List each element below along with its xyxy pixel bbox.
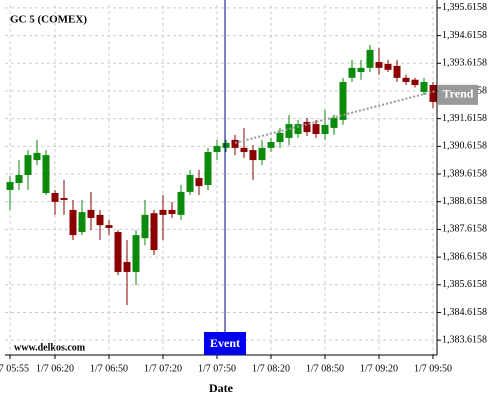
trend-label: Trend bbox=[443, 87, 474, 101]
y-tick-label: 1,391.6158 bbox=[442, 113, 487, 124]
y-tick-label: 1,393.6158 bbox=[442, 58, 487, 69]
candle-body bbox=[330, 117, 338, 128]
candle-body bbox=[186, 175, 194, 192]
candle-body bbox=[357, 67, 365, 73]
candle-body bbox=[96, 214, 104, 226]
candle-body bbox=[213, 145, 221, 153]
candle-body bbox=[15, 175, 23, 184]
x-tick-label: 1/7 05:55 bbox=[0, 363, 29, 374]
x-tick-label: 1/7 08:50 bbox=[306, 363, 344, 374]
watermark: www.delkos.com bbox=[14, 342, 86, 353]
candle-body bbox=[60, 197, 68, 200]
candle-body bbox=[303, 121, 311, 133]
candle-body bbox=[168, 209, 176, 215]
y-tick-label: 1,389.6158 bbox=[442, 168, 487, 179]
candle-body bbox=[339, 81, 347, 120]
candle-body bbox=[33, 152, 41, 161]
y-tick-label: 1,383.6158 bbox=[442, 334, 487, 345]
candle-body bbox=[366, 49, 374, 68]
candle-body bbox=[312, 124, 320, 135]
y-tick-label: 1,386.6158 bbox=[442, 251, 487, 262]
candle-body bbox=[123, 261, 131, 272]
candle-body bbox=[393, 65, 401, 78]
event-label-box bbox=[204, 332, 246, 355]
x-tick-label: 1/7 09:20 bbox=[360, 363, 398, 374]
candle-body bbox=[42, 155, 50, 194]
candle-body bbox=[231, 139, 239, 148]
candle-body bbox=[204, 152, 212, 185]
candle-body bbox=[321, 124, 329, 135]
candle-body bbox=[195, 178, 203, 187]
candle-body bbox=[87, 209, 95, 218]
candle-body bbox=[78, 212, 86, 233]
trend-line bbox=[234, 89, 437, 144]
y-tick-label: 1,395.6158 bbox=[442, 2, 487, 13]
x-tick-label: 1/7 06:20 bbox=[36, 363, 74, 374]
event-label: Event bbox=[210, 336, 240, 350]
candle-body bbox=[375, 62, 383, 68]
candle-body bbox=[249, 150, 257, 161]
candle-body bbox=[132, 235, 140, 272]
candle-body bbox=[240, 147, 248, 153]
x-tick-label: 1/7 07:50 bbox=[198, 363, 236, 374]
candle-body bbox=[429, 85, 437, 102]
candle-body bbox=[348, 67, 356, 78]
x-tick-label: 1/7 08:20 bbox=[252, 363, 290, 374]
y-tick-label: 1,390.6158 bbox=[442, 141, 487, 152]
candle-body bbox=[114, 232, 122, 272]
candle-body bbox=[24, 155, 32, 176]
y-tick-label: 1,394.6158 bbox=[442, 30, 487, 41]
x-axis-title: Date bbox=[209, 381, 234, 395]
candle-body bbox=[420, 81, 428, 92]
x-tick-label: 1/7 06:50 bbox=[90, 363, 128, 374]
trend-label-box bbox=[438, 84, 478, 105]
candle-body bbox=[150, 213, 158, 251]
y-tick-label: 1,385.6158 bbox=[442, 279, 487, 290]
candle-body bbox=[402, 77, 410, 82]
candle-body bbox=[294, 124, 302, 135]
y-tick-label: 1,384.6158 bbox=[442, 307, 487, 318]
candle-body bbox=[276, 132, 284, 143]
chart-title: GC 5 (COMEX) bbox=[10, 14, 87, 26]
y-tick-label: 1,388.6158 bbox=[442, 196, 487, 207]
candle-body bbox=[69, 209, 77, 236]
candle-body bbox=[177, 191, 185, 215]
candle-body bbox=[222, 142, 230, 148]
candle-body bbox=[105, 225, 113, 228]
candle-body bbox=[285, 124, 293, 138]
x-tick-label: 1/7 07:20 bbox=[144, 363, 182, 374]
candle-body bbox=[384, 63, 392, 70]
candle-body bbox=[411, 79, 419, 86]
candle-body bbox=[141, 214, 149, 239]
candle-body bbox=[51, 193, 59, 202]
y-tick-label: 1,387.6158 bbox=[442, 224, 487, 235]
x-tick-label: 1/7 09:50 bbox=[414, 363, 452, 374]
candle-body bbox=[159, 209, 167, 215]
candle-body bbox=[6, 181, 14, 190]
candle-body bbox=[267, 142, 275, 148]
candle-body bbox=[258, 147, 266, 161]
